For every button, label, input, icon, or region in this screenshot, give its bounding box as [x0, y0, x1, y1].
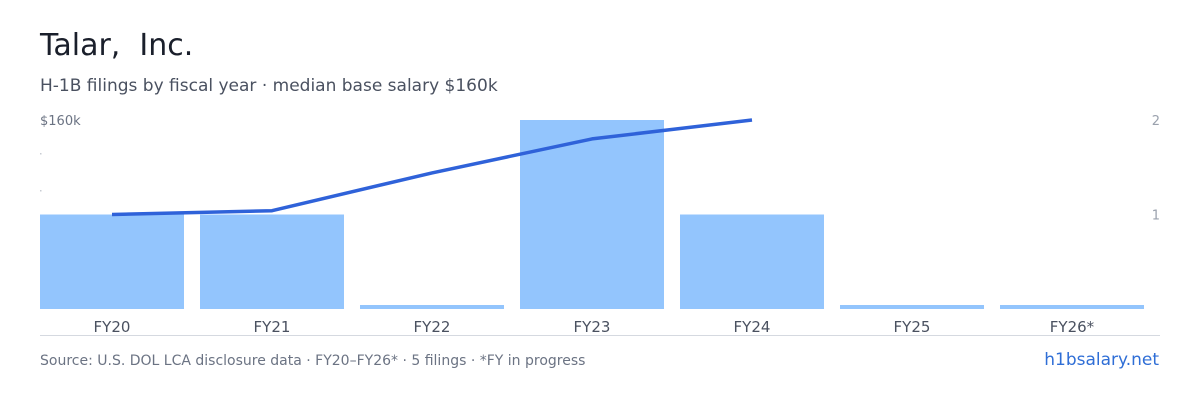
page-title: Talar, Inc. — [40, 28, 194, 63]
right-tick-label: 2 — [1152, 114, 1160, 129]
left-minor-tick — [40, 190, 42, 192]
left-axis: $160k — [40, 114, 81, 192]
bar-fy20 — [40, 214, 184, 309]
x-tick-label: FY22 — [414, 318, 451, 336]
line-series — [111, 118, 753, 217]
left-tick-label: $160k — [40, 114, 81, 129]
bar-series — [40, 120, 1144, 309]
x-tick-label: FY21 — [254, 318, 291, 336]
bar-fy22 — [360, 305, 504, 309]
right-tick-label: 1 — [1152, 209, 1160, 224]
page-subtitle: H-1B filings by fiscal year · median bas… — [40, 76, 498, 96]
right-axis: 12 — [1152, 114, 1160, 224]
bar-fy25 — [840, 305, 984, 309]
bar-fy23 — [520, 120, 664, 309]
brand-link[interactable]: h1bsalary.net — [1044, 350, 1159, 370]
left-minor-tick — [40, 153, 42, 155]
bar-fy24 — [680, 214, 824, 309]
salary-line — [111, 118, 753, 217]
x-tick-label: FY23 — [574, 318, 611, 336]
x-tick-label: FY25 — [894, 318, 931, 336]
source-note: Source: U.S. DOL LCA disclosure data · F… — [40, 353, 586, 369]
bar-fy26 — [1000, 305, 1144, 309]
x-tick-label: FY20 — [94, 318, 131, 336]
x-tick-label: FY26* — [1050, 318, 1095, 336]
bar-fy21 — [200, 214, 344, 309]
x-axis-labels: FY20 FY21 FY22 FY23 FY24 FY25 FY26* — [94, 318, 1095, 336]
x-tick-label: FY24 — [734, 318, 771, 336]
